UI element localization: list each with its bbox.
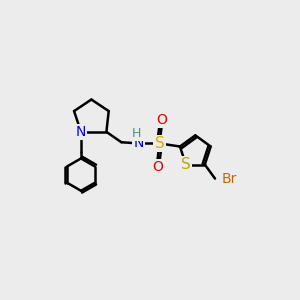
Text: N: N: [76, 125, 86, 139]
Text: O: O: [156, 113, 167, 127]
Text: N: N: [134, 136, 144, 150]
Text: O: O: [152, 160, 163, 174]
Text: S: S: [155, 136, 164, 151]
Text: S: S: [181, 157, 191, 172]
Text: Br: Br: [221, 172, 237, 186]
Text: H: H: [132, 127, 142, 140]
